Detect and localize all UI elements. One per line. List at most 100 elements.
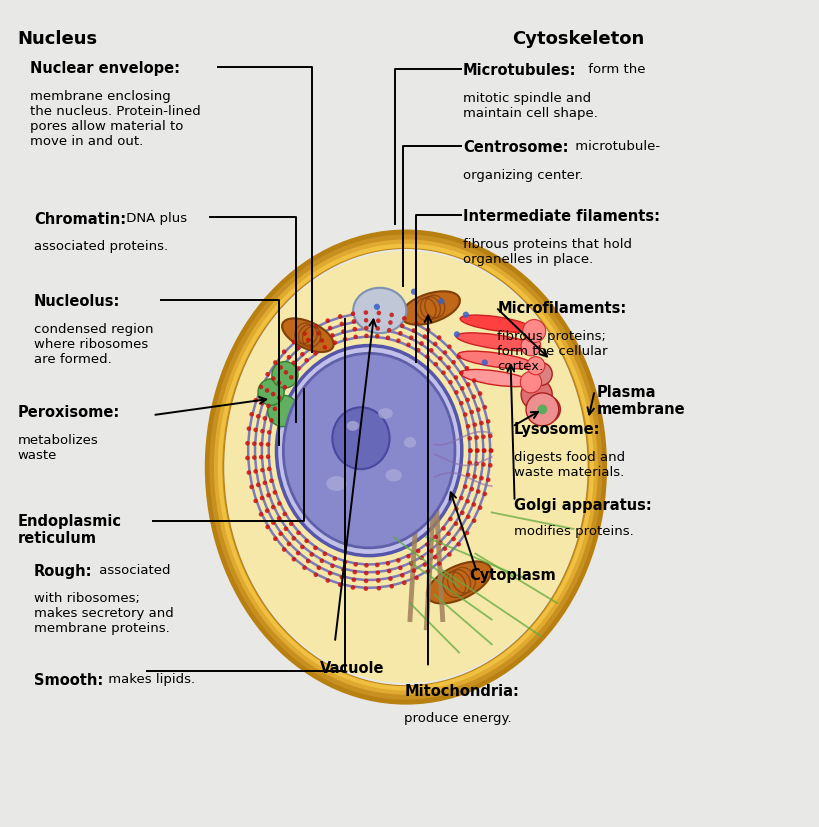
- Circle shape: [253, 428, 258, 433]
- Circle shape: [486, 419, 490, 423]
- Circle shape: [409, 562, 413, 566]
- Circle shape: [400, 573, 404, 578]
- Circle shape: [459, 510, 464, 515]
- Circle shape: [447, 380, 452, 385]
- Circle shape: [304, 358, 309, 362]
- Circle shape: [332, 341, 337, 345]
- Text: form the: form the: [583, 63, 645, 76]
- Circle shape: [341, 329, 346, 334]
- Circle shape: [251, 442, 256, 446]
- Circle shape: [363, 310, 368, 315]
- Circle shape: [425, 569, 430, 574]
- Text: Chromatin:: Chromatin:: [34, 212, 126, 227]
- Circle shape: [397, 566, 402, 571]
- Circle shape: [481, 462, 485, 466]
- Circle shape: [364, 333, 369, 338]
- Circle shape: [411, 568, 415, 573]
- Circle shape: [351, 319, 355, 323]
- Circle shape: [247, 471, 251, 475]
- Text: fibrous proteins that hold
organelles in place.: fibrous proteins that hold organelles in…: [463, 238, 631, 266]
- Circle shape: [330, 333, 334, 337]
- Circle shape: [425, 327, 430, 332]
- Circle shape: [313, 572, 318, 577]
- Circle shape: [521, 336, 540, 356]
- Circle shape: [305, 337, 310, 342]
- Circle shape: [375, 326, 379, 331]
- Circle shape: [414, 576, 419, 580]
- Circle shape: [376, 586, 381, 590]
- Circle shape: [523, 319, 545, 342]
- Circle shape: [432, 555, 437, 560]
- Ellipse shape: [224, 251, 586, 683]
- Circle shape: [288, 522, 293, 526]
- Circle shape: [428, 348, 433, 352]
- Circle shape: [459, 386, 464, 390]
- Text: microtubule-: microtubule-: [570, 140, 659, 153]
- Text: Cytoskeleton: Cytoskeleton: [512, 31, 644, 48]
- Circle shape: [363, 586, 368, 591]
- Circle shape: [352, 570, 356, 575]
- Circle shape: [450, 360, 455, 365]
- Circle shape: [442, 350, 446, 355]
- Circle shape: [339, 322, 344, 327]
- Circle shape: [328, 571, 332, 576]
- Circle shape: [437, 298, 444, 304]
- Circle shape: [432, 342, 437, 347]
- Circle shape: [529, 362, 551, 385]
- Ellipse shape: [404, 437, 415, 447]
- Text: Centrosome:: Centrosome:: [463, 140, 568, 155]
- Circle shape: [249, 485, 254, 490]
- Circle shape: [247, 426, 251, 431]
- Ellipse shape: [353, 288, 406, 333]
- Circle shape: [488, 448, 493, 453]
- Circle shape: [424, 543, 429, 547]
- Circle shape: [259, 385, 263, 390]
- Circle shape: [437, 562, 441, 566]
- Circle shape: [260, 495, 264, 500]
- Circle shape: [258, 379, 284, 405]
- Circle shape: [459, 526, 464, 531]
- Ellipse shape: [326, 476, 346, 491]
- Circle shape: [527, 356, 544, 375]
- Circle shape: [453, 375, 458, 380]
- Circle shape: [464, 499, 469, 504]
- Circle shape: [364, 326, 368, 331]
- Circle shape: [256, 483, 260, 487]
- Circle shape: [272, 490, 277, 495]
- Circle shape: [456, 542, 460, 547]
- Circle shape: [296, 551, 300, 556]
- Circle shape: [419, 556, 423, 560]
- Circle shape: [300, 352, 305, 356]
- Circle shape: [259, 455, 263, 460]
- Circle shape: [474, 448, 479, 453]
- Circle shape: [464, 531, 468, 535]
- Circle shape: [453, 521, 458, 526]
- Text: with ribosomes;
makes secretory and
membrane proteins.: with ribosomes; makes secretory and memb…: [34, 592, 174, 635]
- Circle shape: [472, 423, 477, 427]
- Circle shape: [409, 336, 413, 340]
- Circle shape: [352, 327, 356, 332]
- Circle shape: [476, 408, 480, 412]
- Circle shape: [256, 414, 260, 418]
- Circle shape: [414, 321, 419, 326]
- Text: associated proteins.: associated proteins.: [34, 241, 168, 253]
- Circle shape: [292, 557, 296, 562]
- Circle shape: [265, 372, 269, 376]
- Ellipse shape: [346, 421, 359, 431]
- Text: Nuclear envelope:: Nuclear envelope:: [30, 60, 180, 76]
- Circle shape: [282, 385, 287, 390]
- Ellipse shape: [455, 332, 535, 351]
- Circle shape: [364, 571, 368, 576]
- Ellipse shape: [378, 409, 392, 418]
- Circle shape: [300, 545, 305, 549]
- Circle shape: [387, 320, 392, 325]
- Circle shape: [473, 435, 478, 440]
- Circle shape: [464, 398, 469, 402]
- Text: associated: associated: [95, 563, 170, 576]
- Circle shape: [273, 537, 278, 541]
- Text: digests food and
waste materials.: digests food and waste materials.: [514, 451, 624, 479]
- Circle shape: [396, 338, 400, 343]
- Ellipse shape: [459, 315, 531, 332]
- Circle shape: [446, 344, 451, 349]
- Circle shape: [259, 442, 263, 447]
